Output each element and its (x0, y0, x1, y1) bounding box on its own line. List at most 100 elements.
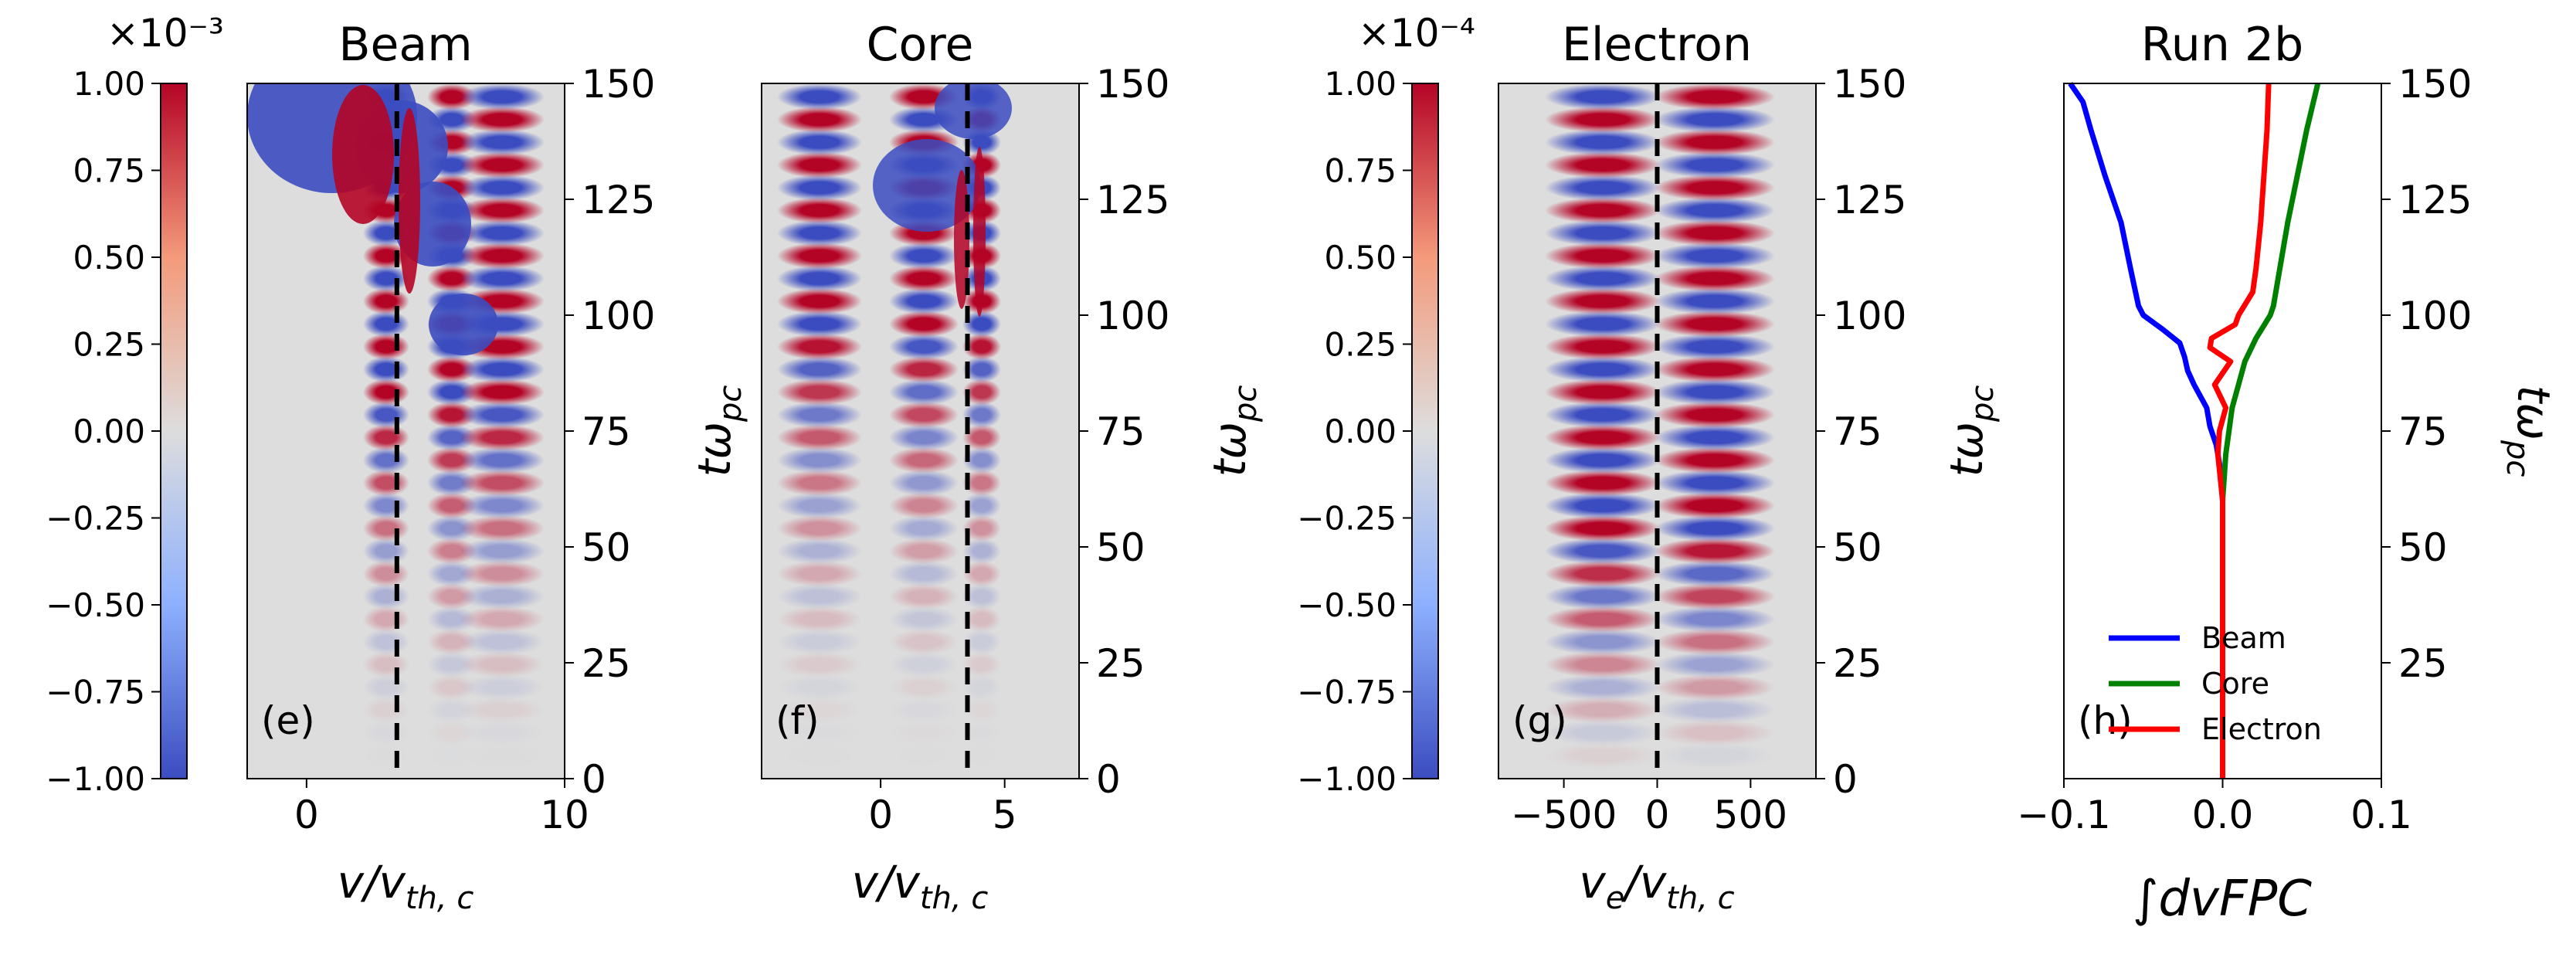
y-tick-label: 100 (1833, 294, 1906, 338)
heatmap-cell (889, 515, 959, 542)
heatmap-cell (1655, 356, 1775, 383)
colorbar-electron: ×10⁻⁴ 1.00 0.75 0.50 0.25 0.00 −0.25 −0.50 −0.7… (1297, 11, 1475, 798)
heatmap-cell (427, 674, 477, 701)
heatmap-cell (777, 356, 862, 383)
x-tick-label: 500 (1714, 793, 1787, 837)
heatmap-cell (1545, 243, 1661, 270)
colorbar-tick-label: 0.25 (1324, 326, 1397, 364)
colorbar-tick-label: −0.75 (1297, 674, 1397, 711)
heatmap-cell (1545, 697, 1661, 724)
heatmap-cell (889, 356, 959, 383)
heatmap-cell (363, 742, 409, 769)
heatmap-cell (777, 129, 862, 156)
heatmap-cell (1655, 492, 1775, 519)
heatmap-cell (427, 402, 477, 428)
y-tick-label: 50 (2398, 525, 2448, 570)
heatmap-cell (427, 446, 477, 474)
y-axis-label: tωpc (2500, 385, 2560, 477)
y-tick-label: 125 (1096, 178, 1169, 222)
heatmap-cell (889, 560, 959, 587)
heatmap-cell (1655, 651, 1775, 678)
heatmap-cell (427, 697, 477, 724)
heatmap-cell (460, 151, 545, 178)
heatmap-cell (460, 83, 545, 110)
x-axis-label: ve/vth, c (1579, 856, 1734, 916)
heatmap-cell (962, 674, 1001, 701)
heatmap-cell (363, 446, 409, 474)
heatmap-cell (363, 606, 409, 633)
heatmap-cell (777, 265, 862, 292)
heatmap-cell (1545, 333, 1661, 360)
heatmap-cell (1545, 583, 1661, 610)
heatmap-cell (1655, 470, 1775, 497)
heatmap-cell (1655, 515, 1775, 542)
heatmap-cell (460, 606, 545, 633)
legend-label: Core (2201, 667, 2269, 701)
colorbar-tick-label: 0.00 (73, 412, 145, 450)
heatmap-cell (427, 379, 477, 406)
heatmap-cell (889, 265, 959, 292)
colorbar-beam-core: ×10⁻³ 1.00 0.75 0.50 0.25 0.00 −0.25 −0.50 −0.7… (46, 11, 224, 798)
heatmap-cell (460, 356, 545, 383)
heatmap-cell (777, 197, 862, 224)
heatmap-cell (363, 697, 409, 724)
heatmap-cell (1655, 106, 1775, 133)
heatmap-cell (889, 470, 959, 497)
colorbar-exponent: ×10⁻³ (107, 11, 224, 56)
y-axis-label: tωpc (1940, 385, 2001, 477)
y-tick-label: 0 (1096, 757, 1121, 802)
y-tick-label: 75 (582, 409, 631, 454)
heatmap-cell (1545, 424, 1661, 451)
heatmap-cell (889, 674, 959, 701)
heatmap-cell (363, 538, 409, 565)
colorbar-tick-label: −0.50 (46, 586, 145, 624)
legend-label: Beam (2201, 621, 2286, 655)
heatmap-cell (1655, 83, 1775, 110)
heatmap-cell (363, 492, 409, 519)
heatmap-cell (889, 402, 959, 428)
heatmap-cell (363, 424, 409, 451)
heatmap-cell (1545, 106, 1661, 133)
heatmap-cell (460, 175, 545, 201)
heatmap-cell (962, 629, 1001, 655)
heatmap-cell (460, 243, 545, 270)
y-tick-label: 100 (2398, 294, 2472, 338)
heatmap-cell (962, 492, 1001, 519)
heatmap-cell (889, 720, 959, 746)
heatmap-cell (1545, 83, 1661, 110)
heatmap-cell (460, 742, 545, 769)
colorbar-tick-label: 0.75 (1324, 152, 1397, 190)
heatmap-cell (1545, 470, 1661, 497)
heatmap-cell (962, 402, 1001, 428)
panel-label: (f) (776, 698, 820, 743)
heatmap-cell (777, 560, 862, 587)
heatmap-cell (427, 651, 477, 678)
y-tick-label: 50 (1833, 525, 1882, 570)
heatmap-cell (363, 674, 409, 701)
heatmap-cell (460, 470, 545, 497)
heatmap-cell (427, 583, 477, 610)
heatmap-cell (363, 470, 409, 497)
heatmap-cell (1545, 129, 1661, 156)
heatmap-cell (889, 446, 959, 474)
colorbar-tick-label: 1.00 (1324, 65, 1397, 103)
heatmap-cell (427, 424, 477, 451)
heatmap-cell (962, 470, 1001, 497)
heatmap-cell (1655, 311, 1775, 338)
heatmap-cell (1655, 219, 1775, 246)
heatmap-cell (363, 333, 409, 360)
colorbar-tick-label: 0.50 (73, 239, 145, 277)
heatmap-cell (460, 446, 545, 474)
heatmap-cell (1545, 197, 1661, 224)
heatmap-cell (1655, 288, 1775, 314)
heatmap-cell (363, 629, 409, 655)
heatmap-cell (1545, 311, 1661, 338)
heatmap-cell (427, 356, 477, 383)
heatmap-cell (777, 333, 862, 360)
y-tick-label: 125 (2398, 178, 2472, 222)
heatmap-cell (1545, 356, 1661, 383)
heatmap-cell (460, 379, 545, 406)
colorbar-tick-label: 0.75 (73, 152, 145, 190)
